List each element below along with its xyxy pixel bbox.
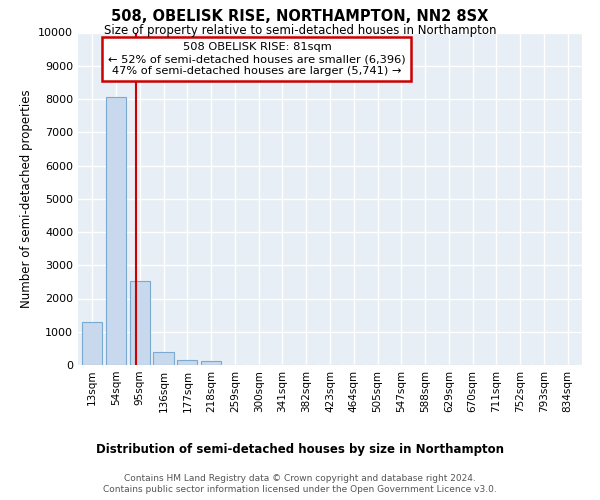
Text: Distribution of semi-detached houses by size in Northampton: Distribution of semi-detached houses by …	[96, 442, 504, 456]
Bar	[130, 281, 150, 365]
Text: 508 OBELISK RISE: 81sqm
← 52% of semi-detached houses are smaller (6,396)
47% of: 508 OBELISK RISE: 81sqm ← 52% of semi-de…	[108, 42, 406, 76]
Bar	[106, 98, 126, 365]
Bar	[82, 322, 103, 365]
Text: Size of property relative to semi-detached houses in Northampton: Size of property relative to semi-detach…	[104, 24, 496, 37]
Text: Contains HM Land Registry data © Crown copyright and database right 2024.: Contains HM Land Registry data © Crown c…	[124, 474, 476, 483]
Text: 508, OBELISK RISE, NORTHAMPTON, NN2 8SX: 508, OBELISK RISE, NORTHAMPTON, NN2 8SX	[112, 9, 488, 24]
Bar	[154, 352, 173, 365]
Y-axis label: Number of semi-detached properties: Number of semi-detached properties	[20, 90, 32, 308]
Bar	[177, 360, 197, 365]
Bar	[201, 360, 221, 365]
Text: Contains public sector information licensed under the Open Government Licence v3: Contains public sector information licen…	[103, 485, 497, 494]
